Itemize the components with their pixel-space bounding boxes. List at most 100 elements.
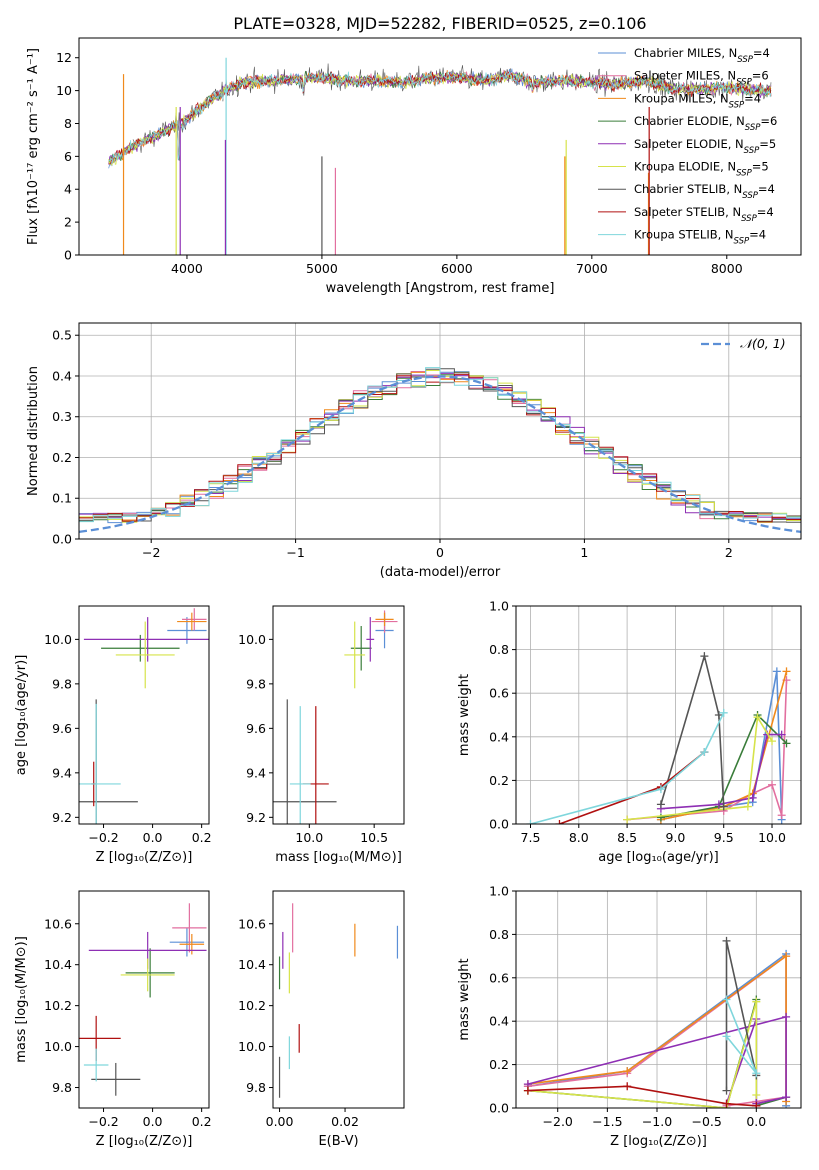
y-tick-label: 9.6 [52, 721, 72, 736]
age-vs-Z-frame [78, 605, 210, 825]
x-tick-label: 7000 [576, 261, 608, 276]
y-tick-label: 0.2 [489, 1057, 509, 1072]
weight-marker [623, 1082, 632, 1091]
x-tick-label: 10.5 [360, 830, 388, 845]
weight-line [660, 653, 725, 807]
x-tick-label: 6000 [441, 261, 473, 276]
weight-marker [656, 800, 665, 809]
weight-marker [752, 1101, 761, 1108]
x-tick-label: 0.0 [746, 1114, 766, 1129]
weight-marker [722, 1086, 731, 1095]
weight-vs-age-plot [526, 652, 791, 824]
age-vs-mass-frame [272, 605, 405, 825]
residuals-axes: −2 −1 0 1 2 0.0 0.1 0.2 0.3 0.4 0.5 (data-model)/er… [26, 323, 801, 580]
y-tick-label: 0.4 [489, 729, 509, 744]
y-tick-label: 10.0 [238, 632, 266, 647]
x-tick-label: 4000 [171, 261, 203, 276]
y-tick-label: 8 [64, 116, 72, 131]
mass-vs-Z-frame [78, 890, 210, 1109]
residuals-frame [78, 322, 802, 540]
spectrum-line [108, 71, 772, 164]
legend-label: Kroupa STELIB, NSSP=4 [634, 228, 766, 247]
age-vs-Z-axes: −0.2 0.0 0.2 9.2 9.4 9.6 9.8 10.0 Z [log₁₀(Z/Z⊙)… [14, 632, 212, 865]
y-tick-label: 0.6 [489, 970, 509, 985]
mass-vs-ebv-plot [278, 903, 399, 1098]
histogram-step [79, 367, 801, 539]
y-axis-label: Normed distribution [26, 366, 41, 496]
y-tick-label: 4 [64, 182, 72, 197]
x-axis-label: Z [log₁₀(Z/Z⊙)] [96, 850, 193, 865]
x-axis-label: E(B-V) [318, 1134, 358, 1149]
mass-vs-ebv-axes: 0.00 0.02 9.8 10.0 10.2 10.4 10.6 E(B-V) [238, 916, 359, 1149]
weight-marker [555, 820, 564, 824]
spectrum-frame [78, 37, 802, 256]
y-tick-label: 9.8 [52, 1080, 72, 1095]
weight-marker [777, 730, 786, 739]
x-tick-label: 9.5 [714, 830, 734, 845]
x-tick-label: 1 [580, 545, 588, 560]
weight-marker [719, 802, 728, 811]
y-tick-label: 9.8 [52, 676, 72, 691]
x-tick-label: 0 [436, 545, 444, 560]
x-tick-label: −2.0 [543, 1114, 573, 1129]
spectrum-line [108, 69, 772, 164]
y-tick-label: 12 [56, 50, 72, 65]
weight-marker [772, 667, 781, 676]
weight-marker [777, 811, 786, 820]
weight-marker [743, 802, 752, 811]
x-tick-label: −1.5 [592, 1114, 622, 1129]
y-tick-label: 0.4 [489, 1014, 509, 1029]
y-tick-label: 9.4 [246, 765, 266, 780]
weight-vs-Z-plot [523, 936, 791, 1108]
mass-vs-ebv-frame [272, 890, 405, 1109]
x-tick-label: 2 [725, 545, 733, 560]
weight-marker [714, 800, 723, 809]
x-tick-label: −0.5 [691, 1114, 721, 1129]
weight-marker [722, 995, 731, 1004]
x-tick-label: 0.0 [143, 830, 163, 845]
weight-marker [700, 652, 709, 661]
y-tick-label: 0.8 [489, 642, 509, 657]
y-tick-label: 10.4 [44, 957, 72, 972]
y-tick-label: 2 [64, 215, 72, 230]
weight-marker [782, 1093, 791, 1102]
y-tick-label: 1.0 [489, 884, 509, 899]
weight-vs-age-axes: 7.5 8.0 8.5 9.0 9.5 10.0 0.0 0.2 0.4 0.6 0.8 1.0 age… [457, 599, 801, 865]
legend-label: 𝒩(0, 1) [740, 336, 786, 351]
y-axis-label: mass [log₁₀(M/M⊙)] [14, 936, 29, 1063]
weight-line [527, 1085, 757, 1107]
y-tick-label: 10.4 [238, 957, 266, 972]
legend-label: Kroupa MILES, NSSP=4 [634, 91, 761, 110]
legend-label: Chabrier MILES, NSSP=4 [634, 46, 770, 65]
weight-marker [656, 813, 665, 822]
x-axis-label: Z [log₁₀(Z/Z⊙)] [610, 1134, 707, 1149]
weight-marker [722, 936, 731, 945]
weight-marker [748, 793, 757, 802]
weight-marker [782, 667, 791, 676]
y-tick-label: 0.5 [52, 328, 72, 343]
weight-marker [722, 1099, 731, 1108]
x-tick-label: 0.0 [143, 1114, 163, 1129]
legend-label: Kroupa ELODIE, NSSP=5 [634, 160, 769, 179]
y-tick-label: 10.0 [44, 632, 72, 647]
weight-marker [719, 708, 728, 717]
x-tick-label: 0.00 [266, 1114, 294, 1129]
weight-marker [656, 785, 665, 794]
spectrum-plot [108, 57, 772, 255]
residuals-plot [79, 367, 801, 539]
mass-vs-Z-plot [79, 903, 207, 1096]
age-vs-Z-plot [79, 608, 209, 824]
weight-vs-age-frame [515, 605, 802, 825]
weight-marker [768, 737, 777, 746]
weight-line [660, 671, 783, 821]
y-axis-label: mass weight [457, 674, 472, 756]
y-tick-label: 0.8 [489, 927, 509, 942]
x-tick-label: 0.2 [192, 830, 212, 845]
x-tick-label: −1.0 [642, 1114, 672, 1129]
x-axis-label: wavelength [Angstrom, rest frame] [326, 281, 555, 296]
y-tick-label: 1.0 [489, 599, 509, 614]
legend-label: Salpeter ELODIE, NSSP=5 [634, 137, 776, 156]
y-tick-label: 0.0 [489, 817, 509, 832]
weight-marker [623, 815, 632, 824]
